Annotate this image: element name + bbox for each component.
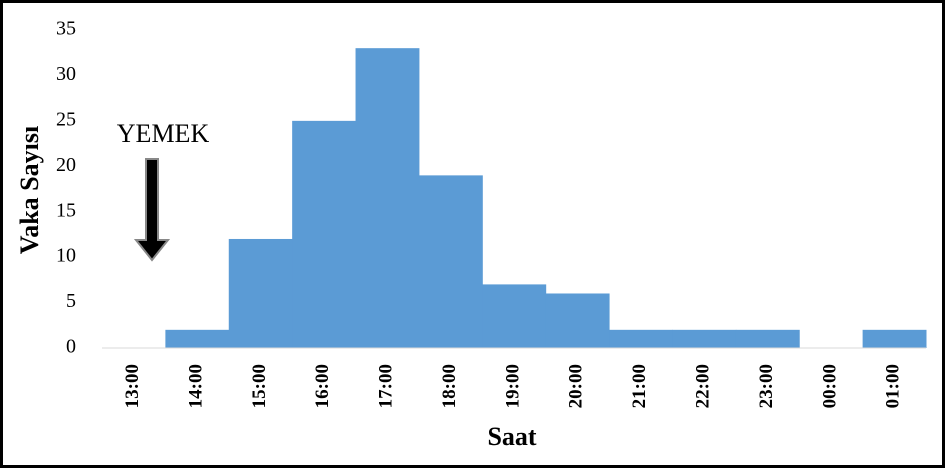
x-tick-label: 22:00 bbox=[693, 364, 714, 408]
bar bbox=[482, 284, 547, 348]
bar bbox=[292, 120, 357, 348]
bar bbox=[228, 238, 293, 348]
y-tick-label: 35 bbox=[56, 18, 76, 40]
y-tick-label: 20 bbox=[56, 154, 76, 176]
x-tick-label: 14:00 bbox=[185, 364, 206, 408]
bar bbox=[545, 293, 610, 348]
y-tick-label: 25 bbox=[56, 108, 76, 130]
x-axis-label: Saat bbox=[487, 422, 536, 451]
annotation-arrow bbox=[133, 158, 171, 262]
bar bbox=[355, 48, 420, 349]
x-tick-label: 20:00 bbox=[566, 364, 587, 408]
x-tick-label: 00:00 bbox=[819, 364, 840, 408]
bar bbox=[672, 329, 737, 348]
x-tick-label: 19:00 bbox=[502, 364, 523, 408]
bar bbox=[735, 329, 800, 348]
x-tick-label: 01:00 bbox=[883, 364, 904, 408]
y-tick-label: 15 bbox=[56, 199, 76, 221]
y-axis-label: Vaka Sayısı bbox=[15, 126, 44, 254]
y-tick-label: 30 bbox=[56, 63, 76, 85]
y-tick-label: 0 bbox=[66, 336, 76, 358]
x-tick-label: 15:00 bbox=[249, 364, 270, 408]
x-tick-label: 13:00 bbox=[122, 364, 143, 408]
x-tick-label: 21:00 bbox=[629, 364, 650, 408]
bar bbox=[609, 329, 673, 348]
y-tick-label: 5 bbox=[66, 290, 76, 312]
y-tick-label: 10 bbox=[56, 245, 76, 267]
bar bbox=[418, 175, 483, 348]
x-tick-label: 23:00 bbox=[756, 364, 777, 408]
x-tick-label: 18:00 bbox=[439, 364, 460, 408]
bar bbox=[862, 329, 927, 348]
x-tick-label: 17:00 bbox=[376, 364, 397, 408]
x-tick-label: 16:00 bbox=[312, 364, 333, 408]
annotation: YEMEK bbox=[117, 119, 210, 148]
bar bbox=[165, 329, 230, 348]
